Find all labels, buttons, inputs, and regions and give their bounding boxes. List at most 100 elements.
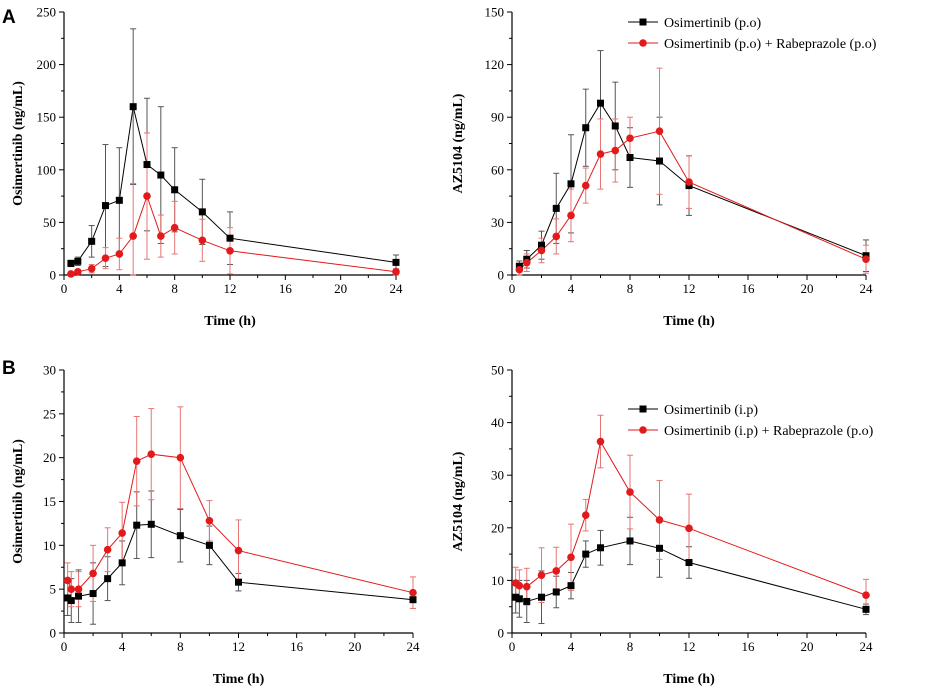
data-point-circle (552, 567, 561, 575)
data-point-circle (87, 264, 96, 273)
data-point-circle (143, 192, 151, 200)
data-point-circle (515, 581, 524, 590)
data-point-square (552, 588, 560, 596)
data-point-square (115, 196, 123, 204)
y-tick-label: 15 (43, 494, 56, 509)
data-point-circle (655, 127, 664, 136)
data-point-square (147, 520, 155, 528)
data-point-square (88, 237, 96, 245)
x-tick-label: 8 (627, 639, 634, 654)
x-tick-label: 12 (232, 639, 245, 654)
data-point-square (597, 99, 604, 107)
data-point-circle (581, 511, 590, 519)
y-tick-label: 5 (50, 582, 57, 597)
x-tick-label: 12 (683, 639, 696, 654)
data-point-circle (89, 569, 97, 578)
y-tick-label: 100 (37, 162, 57, 177)
x-tick-label: 16 (279, 281, 293, 296)
y-tick-label: 250 (37, 5, 57, 20)
y-tick-label: 25 (43, 406, 56, 421)
x-tick-label: 20 (334, 281, 347, 296)
data-point-circle (63, 576, 72, 585)
x-tick-label: 16 (742, 281, 756, 296)
data-point-square (89, 590, 97, 598)
y-tick-label: 30 (43, 363, 56, 378)
legend-marker-square (639, 18, 647, 26)
data-point-square (74, 257, 82, 265)
y-tick-label: 150 (37, 110, 57, 125)
x-tick-label: 16 (742, 639, 756, 654)
x-tick-label: 8 (171, 281, 178, 296)
data-point-square (171, 186, 179, 194)
data-point-circle (147, 450, 156, 458)
data-point-circle (129, 232, 137, 240)
data-point-circle (626, 488, 634, 496)
data-point-circle (132, 457, 141, 465)
data-point-square (626, 154, 634, 162)
data-point-square (512, 593, 520, 601)
x-tick-label: 24 (407, 639, 421, 654)
legend-entry-label: Osimertinib (i.p) (664, 403, 758, 418)
data-point-circle (74, 585, 83, 593)
x-tick-label: 20 (348, 639, 361, 654)
y-tick-label: 90 (491, 110, 504, 125)
data-point-circle (409, 588, 417, 597)
y-tick-label: 150 (485, 5, 505, 20)
y-tick-label: 0 (498, 268, 505, 283)
y-tick-label: 120 (485, 57, 505, 72)
x-tick-label: 0 (509, 281, 516, 296)
y-tick-label: 20 (491, 520, 504, 535)
data-point-square (409, 596, 417, 604)
legend-entry-label: Osimertinib (i.p) + Rabeprazole (p.o) (664, 424, 874, 439)
chart-panel-2: 0 4 8 12 16 20 24 0 30 60 90 120 150 Time (h) AZ5104 (… (451, 5, 877, 330)
x-tick-label: 20 (801, 281, 814, 296)
y-tick-label: 60 (491, 162, 504, 177)
data-point-square (567, 180, 575, 188)
panel-label: B (2, 358, 16, 379)
x-tick-label: 24 (860, 639, 874, 654)
x-axis-title: Time (h) (663, 314, 715, 329)
y-axis-title: Osimertinib (ng/mL) (11, 81, 26, 206)
data-point-square (862, 605, 870, 613)
legend-marker-circle (639, 426, 647, 434)
data-point-square (75, 592, 83, 600)
y-tick-label: 0 (50, 268, 57, 283)
chart-panel-3: 0 4 8 12 16 20 24 0 5 10 15 20 25 30 Time (h) Osimertin… (2, 358, 420, 687)
legend: Osimertinib (i.p) Osimertinib (i.p) + Rab… (628, 403, 874, 439)
data-point-circle (392, 268, 400, 276)
y-tick-label: 200 (37, 57, 57, 72)
y-axis-title: Osimertinib (ng/mL) (11, 439, 26, 564)
legend-entry-label: Osimertinib (p.o) + Rabeprazole (p.o) (664, 37, 877, 52)
y-axis-title: AZ5104 (ng/mL) (451, 451, 466, 551)
data-point-square (102, 202, 109, 210)
data-point-square (235, 578, 242, 586)
data-point-square (597, 544, 604, 552)
x-tick-label: 0 (61, 639, 68, 654)
x-tick-label: 0 (509, 639, 516, 654)
series-line-2 (67, 453, 414, 594)
data-point-square (582, 550, 590, 558)
data-point-circle (581, 181, 590, 190)
data-point-square (67, 259, 75, 267)
data-point-circle (537, 246, 546, 255)
y-tick-label: 10 (491, 573, 504, 588)
data-point-circle (198, 236, 207, 245)
data-point-square (611, 122, 619, 130)
data-point-square (515, 595, 523, 603)
data-point-circle (176, 453, 185, 462)
data-point-circle (74, 268, 82, 276)
y-tick-label: 30 (491, 215, 504, 230)
data-point-square (656, 157, 663, 165)
data-point-circle (567, 553, 575, 562)
data-point-square (582, 124, 590, 132)
legend-marker-square (639, 405, 647, 413)
panel-label: A (2, 7, 16, 28)
y-tick-label: 30 (491, 468, 504, 483)
data-point-square (538, 241, 545, 249)
data-point-circle (862, 255, 870, 264)
data-point-circle (67, 270, 75, 278)
legend-entry-label: Osimertinib (p.o) (664, 16, 762, 31)
chart-panel-4: 0 4 8 12 16 20 24 0 10 20 30 40 50 Time (h) AZ5104 (ng… (451, 363, 874, 688)
x-tick-label: 4 (119, 639, 126, 654)
y-tick-label: 50 (43, 215, 56, 230)
